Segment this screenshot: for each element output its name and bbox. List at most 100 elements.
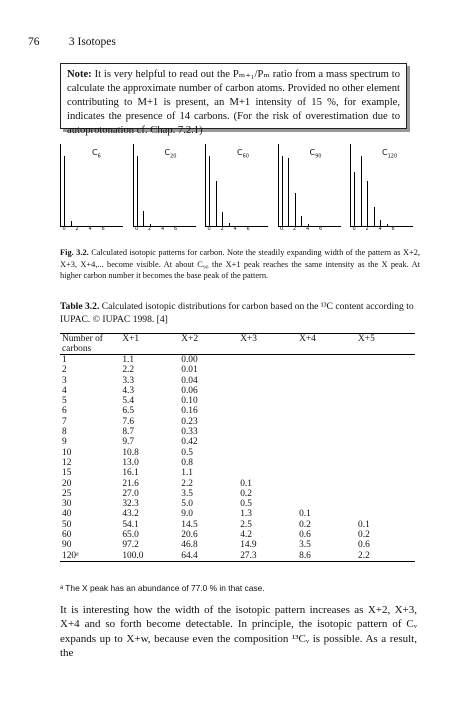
table-cell: 20.6 [181, 530, 198, 541]
table-cell: 0.5 [181, 447, 193, 458]
tick-label: 2 [220, 226, 224, 232]
table-cell [238, 458, 297, 468]
table-cell: 3.3 [122, 375, 135, 386]
tick-label: 2 [75, 226, 79, 232]
isotope-peak-bar [307, 223, 309, 226]
isotope-peak-bar [149, 224, 151, 226]
table-cell [238, 427, 297, 437]
table-cell: 0.8 [181, 457, 193, 468]
table-cell [238, 437, 297, 447]
isotope-peak-bar [301, 215, 303, 226]
table-cell: 3.5 [299, 540, 311, 551]
table-cell [356, 499, 415, 509]
table-cell: 2.2 [356, 550, 415, 562]
isotope-peak-bar [386, 224, 388, 226]
table-cell: 54.1 [122, 519, 139, 530]
panel-label: C90 [310, 148, 322, 160]
table-row: 4 4.3 0.06 [60, 386, 415, 396]
table-cell [356, 427, 415, 437]
table-cell [297, 499, 356, 509]
isotope-peak-bar [64, 156, 66, 226]
table-cell [238, 396, 297, 406]
table-row: 1 1.1 0.00 [60, 355, 415, 366]
table-row: 10 10.8 0.5 [60, 448, 415, 458]
isotope-peak-bar [380, 219, 382, 226]
table-cell: 8.6 [297, 550, 357, 562]
table-row: 90 97.2 46.8 14.9 3.5 0.6 [60, 540, 415, 550]
table-cell: 2.2 [122, 365, 135, 376]
table-cell [356, 479, 415, 489]
table-cell [356, 355, 415, 366]
table-cell: 0.01 [181, 365, 198, 376]
table-cell: 97.2 [122, 540, 139, 551]
panel-label-subscript: 20 [170, 153, 177, 160]
table-cell: 0.10 [181, 396, 198, 407]
table-row: 20 21.6 2.2 0.1 [60, 479, 415, 489]
panel-label: C6 [92, 148, 101, 160]
tick-label: 6 [174, 226, 178, 232]
table-cell [356, 509, 415, 519]
panel-label-subscript: 120 [387, 153, 398, 160]
tick-label: 6 [101, 226, 105, 232]
isotope-peak-bar [228, 223, 230, 226]
panel-axes [60, 144, 123, 227]
panel-label: C60 [237, 148, 249, 160]
table-cell: 46.8 [181, 540, 198, 551]
table-cell: 0.00 [181, 355, 198, 365]
tick-label: 0 [352, 226, 356, 232]
table-body: 1 1.1 0.00 2 2.2 0.01 3 3.3 0.04 4 4.3 0.06 5 5.4 0.10… [60, 355, 415, 562]
table-header-cell: X+3 [238, 333, 298, 355]
table-cell: 0.2 [358, 530, 370, 541]
table-cell: 10.8 [122, 447, 139, 458]
isotope-peak-bar [294, 193, 296, 226]
isotope-table: Number of carbons X+1 X+2 X+3 X+4 X+5 1 1.1 0.0… [60, 333, 415, 562]
table-cell: 3 [62, 375, 67, 386]
tick-label: 6 [246, 226, 250, 232]
table-cell: 0.06 [181, 385, 198, 396]
table-cell: 0.1 [240, 478, 252, 489]
table-cell: 8 [62, 427, 67, 438]
isotope-peak-bar [360, 156, 362, 226]
table-cell: 6.5 [122, 406, 135, 417]
table-cell [356, 437, 415, 447]
table-cell: 2.5 [240, 519, 252, 530]
table-cell: 1.1 [122, 355, 135, 365]
table-row: 3 3.3 0.04 [60, 376, 415, 386]
table-cell [238, 417, 297, 427]
pattern-panel: C90 0 2 4 6 [277, 144, 341, 236]
table-cell: 1.3 [240, 509, 252, 520]
table-cell: 6 [62, 406, 67, 417]
table-cell: 30 [62, 499, 72, 510]
table-cell [297, 468, 356, 478]
pattern-panel: C6 0 2 4 6 [60, 144, 123, 236]
table-cell: 4.3 [122, 385, 135, 396]
table-row: 2 2.2 0.01 [60, 365, 415, 375]
table-cell: 0.1 [358, 519, 370, 530]
table-caption: Table 3.2. Calculated isotopic distribut… [60, 300, 420, 326]
table-cell: 8.7 [122, 427, 135, 438]
table-cell: 100.0 [120, 550, 180, 562]
table-cell [356, 468, 415, 478]
panel-label-subscript: 90 [315, 153, 322, 160]
isotope-peak-bar [215, 180, 217, 226]
table-cell [297, 489, 356, 499]
isotope-peak-bar [143, 210, 145, 226]
table-cell: 13.0 [122, 457, 139, 468]
table-cell: 14.5 [181, 519, 198, 530]
table-cell: 5.4 [122, 396, 135, 407]
pattern-panel: C20 0 2 4 6 [132, 144, 196, 236]
table-header-cell: X+1 [120, 333, 180, 355]
table-cell: 4 [62, 385, 67, 396]
table-cell [238, 386, 297, 396]
panel-axes [205, 144, 268, 227]
table-cell: 12 [62, 457, 72, 468]
table-cell: 0.2 [299, 519, 311, 530]
table-cell: 0.1 [299, 509, 311, 520]
table-cell [238, 376, 297, 386]
panel-label: C20 [165, 148, 177, 160]
table-header-row: Number of carbons X+1 X+2 X+3 X+4 X+5 [60, 333, 415, 355]
figure-caption-text: Calculated isotopic patterns for carbon.… [60, 248, 421, 281]
table-cell: 120ᵃ [60, 550, 121, 562]
table-cell: 60 [62, 530, 72, 541]
table-cell: 2 [62, 365, 67, 376]
